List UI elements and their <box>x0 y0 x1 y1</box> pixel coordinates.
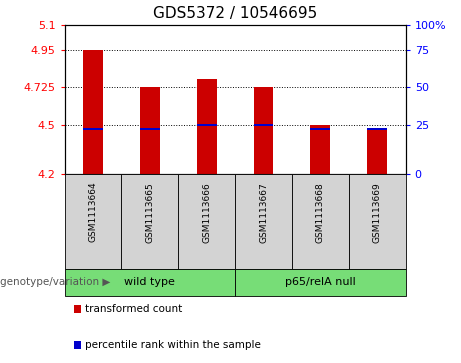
Text: GSM1113666: GSM1113666 <box>202 182 211 242</box>
Text: percentile rank within the sample: percentile rank within the sample <box>85 340 261 350</box>
Bar <box>254 87 273 174</box>
Title: GDS5372 / 10546695: GDS5372 / 10546695 <box>153 7 317 21</box>
Bar <box>140 87 160 174</box>
Text: genotype/variation ▶: genotype/variation ▶ <box>0 277 110 287</box>
Text: p65/relA null: p65/relA null <box>285 277 356 287</box>
Bar <box>367 128 387 130</box>
Text: GSM1113667: GSM1113667 <box>259 182 268 242</box>
Bar <box>197 79 217 174</box>
Bar <box>83 50 103 174</box>
Bar <box>367 129 387 174</box>
Bar <box>310 125 331 174</box>
Text: GSM1113668: GSM1113668 <box>316 182 325 242</box>
Text: transformed count: transformed count <box>85 303 183 314</box>
Bar <box>83 128 103 130</box>
Bar <box>254 123 273 126</box>
Text: GSM1113664: GSM1113664 <box>89 182 97 242</box>
Text: wild type: wild type <box>124 277 175 287</box>
Bar <box>197 123 217 126</box>
Bar <box>310 128 331 130</box>
Text: GSM1113665: GSM1113665 <box>145 182 154 242</box>
Bar <box>140 128 160 130</box>
Text: GSM1113669: GSM1113669 <box>373 182 382 242</box>
